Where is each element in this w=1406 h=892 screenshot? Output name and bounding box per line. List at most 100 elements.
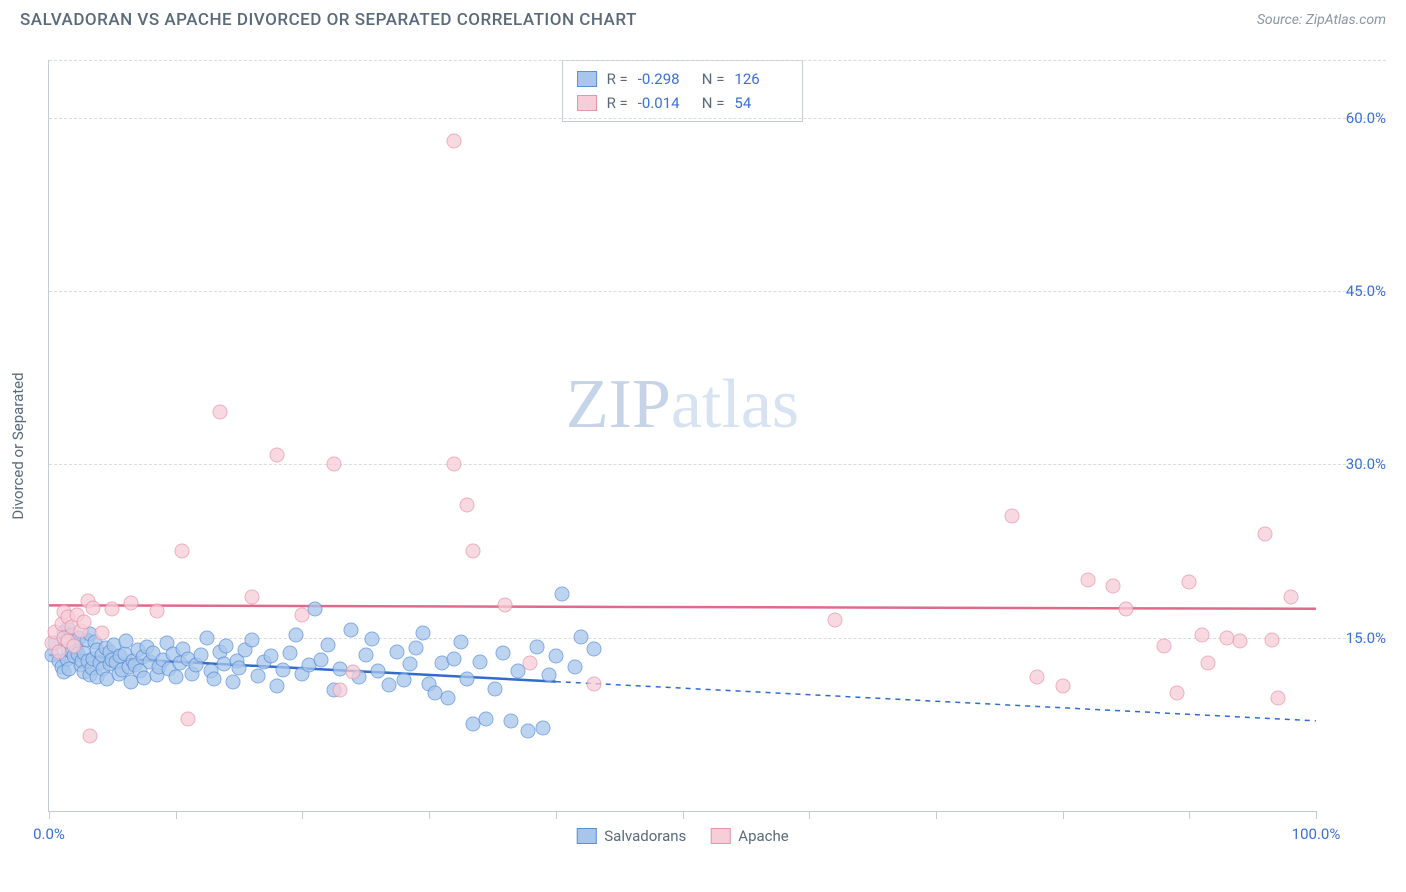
y-tick-label: 30.0% (1326, 455, 1386, 473)
data-point (1270, 690, 1285, 705)
series-swatch (710, 828, 730, 844)
grid-line (49, 60, 1386, 61)
data-point (447, 133, 462, 148)
data-point (1182, 575, 1197, 590)
data-point (447, 457, 462, 472)
x-tick (302, 811, 303, 819)
data-point (381, 678, 396, 693)
grid-line (49, 464, 1386, 465)
stat-key: R = (607, 91, 628, 115)
data-point (263, 649, 278, 664)
data-point (520, 724, 535, 739)
data-point (244, 633, 259, 648)
data-point (219, 638, 234, 653)
stat-n: 126 (734, 67, 788, 91)
stat-r: -0.298 (638, 67, 692, 91)
data-point (1194, 628, 1209, 643)
data-point (403, 657, 418, 672)
data-point (1232, 634, 1247, 649)
data-point (487, 681, 502, 696)
data-point (548, 649, 563, 664)
x-tick (1316, 811, 1317, 819)
data-point (371, 664, 386, 679)
x-tick (556, 811, 557, 819)
data-point (409, 641, 424, 656)
data-point (555, 586, 570, 601)
data-point (460, 672, 475, 687)
data-point (225, 674, 240, 689)
data-point (441, 690, 456, 705)
x-tick (429, 811, 430, 819)
x-tick (683, 811, 684, 819)
series-swatch (577, 71, 597, 87)
stat-r: -0.014 (638, 91, 692, 115)
data-point (67, 638, 82, 653)
legend: SalvadoransApache (576, 827, 788, 845)
data-point (168, 669, 183, 684)
data-point (320, 637, 335, 652)
data-point (567, 659, 582, 674)
data-point (1283, 590, 1298, 605)
data-point (95, 626, 110, 641)
data-point (415, 626, 430, 641)
data-point (1201, 656, 1216, 671)
stat-n: 54 (734, 91, 788, 115)
x-tick (936, 811, 937, 819)
trend-lines (49, 60, 1316, 811)
data-point (495, 645, 510, 660)
data-point (1030, 669, 1045, 684)
data-point (77, 614, 92, 629)
data-point (124, 596, 139, 611)
data-point (314, 652, 329, 667)
data-point (327, 457, 342, 472)
legend-item: Apache (710, 827, 788, 845)
data-point (479, 711, 494, 726)
x-tick (1189, 811, 1190, 819)
stat-key: N = (702, 91, 725, 115)
data-point (1055, 679, 1070, 694)
stat-row: R = -0.014 N = 54 (577, 91, 789, 115)
data-point (282, 645, 297, 660)
data-point (1258, 526, 1273, 541)
data-point (244, 590, 259, 605)
data-point (194, 648, 209, 663)
chart-title: SALVADORAN VS APACHE DIVORCED OR SEPARAT… (20, 10, 637, 30)
source-label: Source: ZipAtlas.com (1257, 12, 1386, 28)
data-point (1264, 633, 1279, 648)
data-point (472, 654, 487, 669)
data-point (586, 642, 601, 657)
data-point (289, 628, 304, 643)
data-point (213, 405, 228, 420)
data-point (1156, 638, 1171, 653)
data-point (346, 665, 361, 680)
data-point (251, 668, 266, 683)
x-tick (809, 811, 810, 819)
legend-label: Apache (738, 827, 788, 845)
series-swatch (576, 828, 596, 844)
data-point (1080, 572, 1095, 587)
data-point (295, 607, 310, 622)
data-point (396, 673, 411, 688)
x-tick (1063, 811, 1064, 819)
y-axis-label: Divorced or Separated (9, 372, 27, 519)
data-point (270, 448, 285, 463)
stat-key: R = (607, 67, 628, 91)
data-point (149, 604, 164, 619)
x-tick-label: 0.0% (33, 825, 65, 843)
data-point (206, 672, 221, 687)
data-point (542, 667, 557, 682)
grid-line (49, 291, 1386, 292)
data-point (333, 682, 348, 697)
data-point (365, 631, 380, 646)
data-point (86, 600, 101, 615)
data-point (504, 713, 519, 728)
stat-row: R =-0.298N =126 (577, 67, 789, 91)
y-tick-label: 15.0% (1326, 629, 1386, 647)
correlation-stats-box: R = -0.298 N = 126R = -0.014 N = 54 (562, 60, 804, 122)
data-point (82, 728, 97, 743)
data-point (1004, 509, 1019, 524)
y-tick-label: 45.0% (1326, 282, 1386, 300)
data-point (105, 601, 120, 616)
series-swatch (577, 95, 597, 111)
data-point (460, 497, 475, 512)
